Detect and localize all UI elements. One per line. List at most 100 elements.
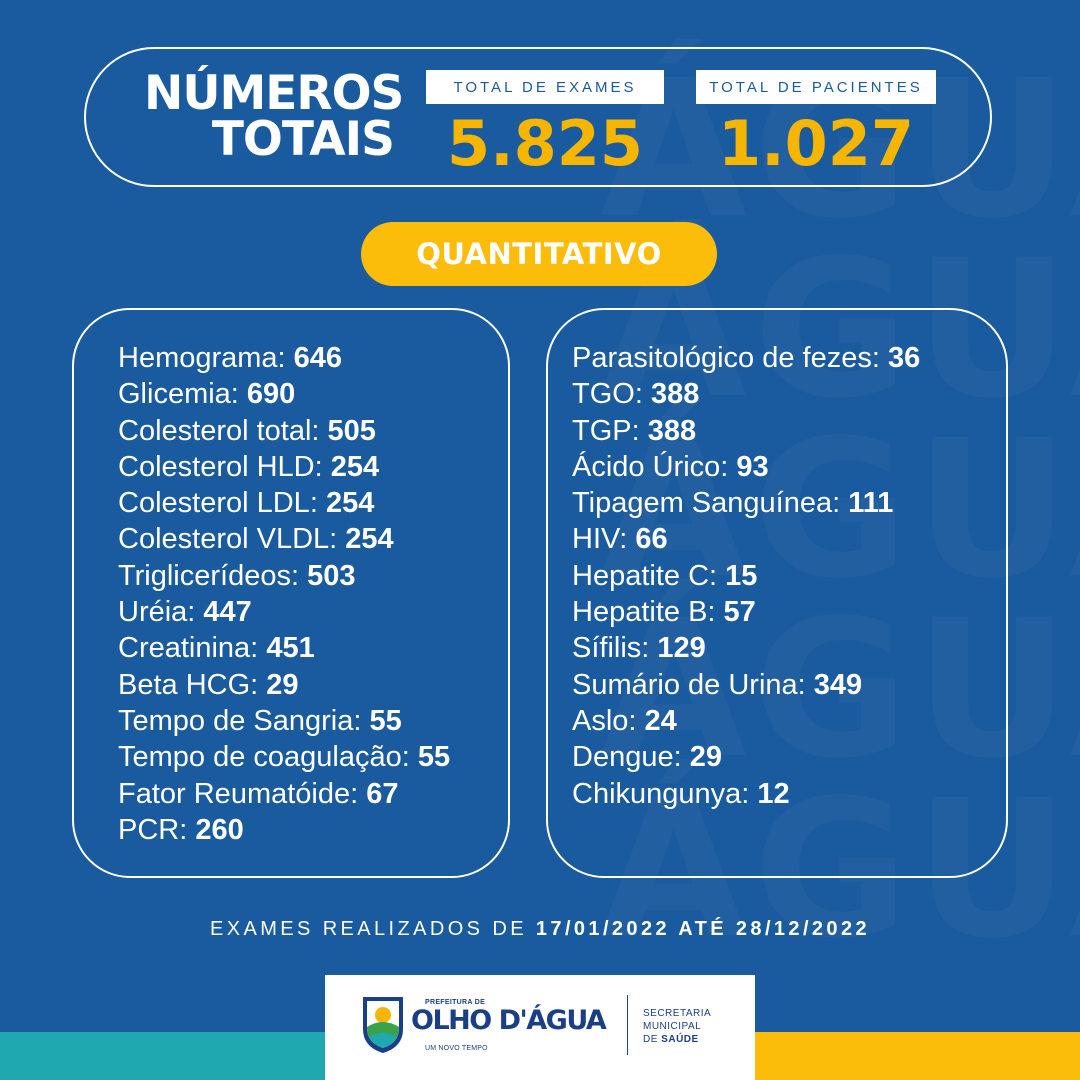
exam-count: 55 bbox=[369, 704, 402, 737]
exam-name: Aslo: bbox=[572, 704, 645, 737]
exam-count: 451 bbox=[266, 632, 315, 665]
exam-name: TGP: bbox=[572, 414, 648, 447]
exam-list-right: Parasitológico de fezes: 36 TGO: 388 TGP: … bbox=[572, 340, 920, 812]
exams-total-label: TOTAL DE EXAMES bbox=[426, 70, 664, 104]
exam-list-item: Colesterol total: 505 bbox=[118, 413, 450, 449]
exam-list-item: Creatinina: 451 bbox=[118, 630, 450, 666]
exam-list-item: Tipagem Sanguínea: 111 bbox=[572, 485, 920, 521]
exam-name: Triglicerídeos: bbox=[118, 559, 308, 592]
exam-count: 447 bbox=[203, 596, 252, 629]
exam-list-item: Beta HCG: 29 bbox=[118, 667, 450, 703]
exam-count: 254 bbox=[325, 487, 375, 520]
exam-list-item: Sífilis: 129 bbox=[572, 630, 920, 666]
exam-count: 260 bbox=[195, 813, 244, 846]
department-line-3-prefix: DE bbox=[643, 1034, 662, 1045]
headline: NÚMEROS TOTAIS bbox=[144, 66, 404, 167]
exam-list-item: Hepatite B: 57 bbox=[572, 594, 920, 630]
exam-count: 12 bbox=[757, 777, 790, 810]
patients-total-label: TOTAL DE PACIENTES bbox=[696, 70, 936, 104]
exam-list-item: Colesterol LDL: 254 bbox=[118, 485, 450, 521]
exam-name: Parasitológico de fezes: bbox=[572, 342, 888, 374]
logo-divider bbox=[627, 995, 628, 1055]
exam-name: Hepatite B: bbox=[572, 596, 724, 629]
period-end-date: 28/12/2022 bbox=[735, 918, 871, 940]
exam-list-item: Sumário de Urina: 349 bbox=[572, 667, 920, 703]
exam-name: Chikungunya: bbox=[572, 777, 758, 810]
headline-line-2: TOTAIS bbox=[211, 112, 395, 167]
totals-panel: NÚMEROS TOTAIS TOTAL DE EXAMES 5.825 TOT… bbox=[84, 47, 992, 187]
exam-count: 388 bbox=[647, 414, 697, 447]
exam-list-item: HIV: 66 bbox=[572, 521, 920, 557]
period-prefix: EXAMES REALIZADOS DE bbox=[209, 918, 536, 940]
exam-name: Colesterol HLD: bbox=[118, 450, 331, 483]
exam-list-item: PCR: 260 bbox=[118, 812, 450, 848]
period-caption: EXAMES REALIZADOS DE 17/01/2022 ATÉ 28/1… bbox=[0, 918, 1080, 941]
exam-count: 36 bbox=[887, 342, 921, 374]
department-line-3-bold: SAÚDE bbox=[661, 1034, 699, 1045]
exam-count: 111 bbox=[848, 487, 894, 520]
exam-name: Colesterol VLDL: bbox=[118, 523, 346, 556]
exam-list-item: Colesterol VLDL: 254 bbox=[118, 521, 450, 557]
period-middle: ATÉ bbox=[670, 918, 736, 940]
exam-count: 29 bbox=[689, 741, 722, 774]
exam-count: 646 bbox=[293, 342, 343, 374]
exam-count: 254 bbox=[330, 450, 380, 483]
period-start-date: 17/01/2022 bbox=[535, 918, 671, 940]
patients-total-value: 1.027 bbox=[717, 107, 915, 180]
exam-list-item: Dengue: 29 bbox=[572, 739, 920, 775]
exam-list-item: Glicemia: 690 bbox=[118, 376, 450, 412]
municipal-emblem-icon bbox=[363, 997, 403, 1053]
brand-slogan: UM NOVO TEMPO bbox=[425, 1045, 488, 1052]
exam-list-item: Hepatite C: 15 bbox=[572, 558, 920, 594]
exam-list-item: TGP: 388 bbox=[572, 413, 920, 449]
exam-name: Ácido Úrico: bbox=[572, 450, 737, 483]
brand-prefix: PREFEITURA DE bbox=[425, 999, 486, 1006]
exam-list-right-panel: Parasitológico de fezes: 36 TGO: 388 TGP: … bbox=[546, 308, 1008, 878]
exam-list-left-panel: Hemograma: 646 Glicemia: 690 Colesterol to… bbox=[72, 308, 510, 878]
exam-list-item: Tempo de coagulação: 55 bbox=[118, 739, 450, 775]
exam-count: 349 bbox=[813, 668, 863, 701]
exam-count: 388 bbox=[650, 378, 700, 411]
footer-stripe-teal bbox=[0, 1032, 330, 1080]
exam-count: 57 bbox=[723, 596, 756, 629]
logo-card: PREFEITURA DE OLHO D'ÁGUA UM NOVO TEMPO … bbox=[325, 975, 755, 1080]
exam-list-item: Fator Reumatóide: 67 bbox=[118, 776, 450, 812]
exam-name: Dengue: bbox=[572, 741, 690, 774]
exam-count: 66 bbox=[635, 523, 668, 556]
exam-count: 24 bbox=[644, 704, 677, 737]
exam-count: 93 bbox=[736, 450, 769, 483]
exam-list-item: Tempo de Sangria: 55 bbox=[118, 703, 450, 739]
department-line-3: DE SAÚDE bbox=[643, 1033, 711, 1046]
exam-name: Hepatite C: bbox=[572, 559, 726, 592]
department-name: SECRETARIA MUNICIPAL DE SAÚDE bbox=[643, 1007, 711, 1046]
exam-name: Tipagem Sanguínea: bbox=[572, 487, 849, 520]
exam-list-item: Parasitológico de fezes: 36 bbox=[572, 340, 920, 376]
section-title-pill: QUANTITATIVO bbox=[361, 222, 717, 286]
exam-name: Beta HCG: bbox=[118, 668, 267, 701]
exam-name: Colesterol total: bbox=[118, 414, 328, 447]
exam-list-left: Hemograma: 646 Glicemia: 690 Colesterol to… bbox=[118, 340, 450, 848]
brand-name: OLHO D'ÁGUA bbox=[411, 1005, 607, 1036]
exams-total-value: 5.825 bbox=[446, 107, 644, 180]
exam-count: 15 bbox=[725, 559, 758, 592]
exam-count: 129 bbox=[657, 632, 706, 665]
exam-name: TGO: bbox=[572, 378, 651, 411]
exam-name: Uréia: bbox=[118, 596, 204, 629]
exam-list-item: Hemograma: 646 bbox=[118, 340, 450, 376]
exam-list-item: Ácido Úrico: 93 bbox=[572, 449, 920, 485]
exam-name: PCR: bbox=[118, 813, 196, 846]
exam-list-item: Colesterol HLD: 254 bbox=[118, 449, 450, 485]
exam-name: HIV: bbox=[572, 523, 636, 556]
exam-list-item: Chikungunya: 12 bbox=[572, 776, 920, 812]
exam-list-item: TGO: 388 bbox=[572, 376, 920, 412]
exam-name: Creatinina: bbox=[118, 632, 267, 665]
exam-list-item: Aslo: 24 bbox=[572, 703, 920, 739]
exam-name: Sumário de Urina: bbox=[572, 668, 814, 701]
exam-count: 254 bbox=[345, 523, 394, 556]
exam-count: 67 bbox=[366, 777, 399, 810]
exam-name: Glicemia: bbox=[118, 378, 247, 411]
exam-list-item: Triglicerídeos: 503 bbox=[118, 558, 450, 594]
headline-line-1: NÚMEROS bbox=[144, 66, 404, 121]
exam-count: 503 bbox=[307, 559, 356, 592]
footer-stripe-yellow bbox=[755, 1032, 1080, 1080]
